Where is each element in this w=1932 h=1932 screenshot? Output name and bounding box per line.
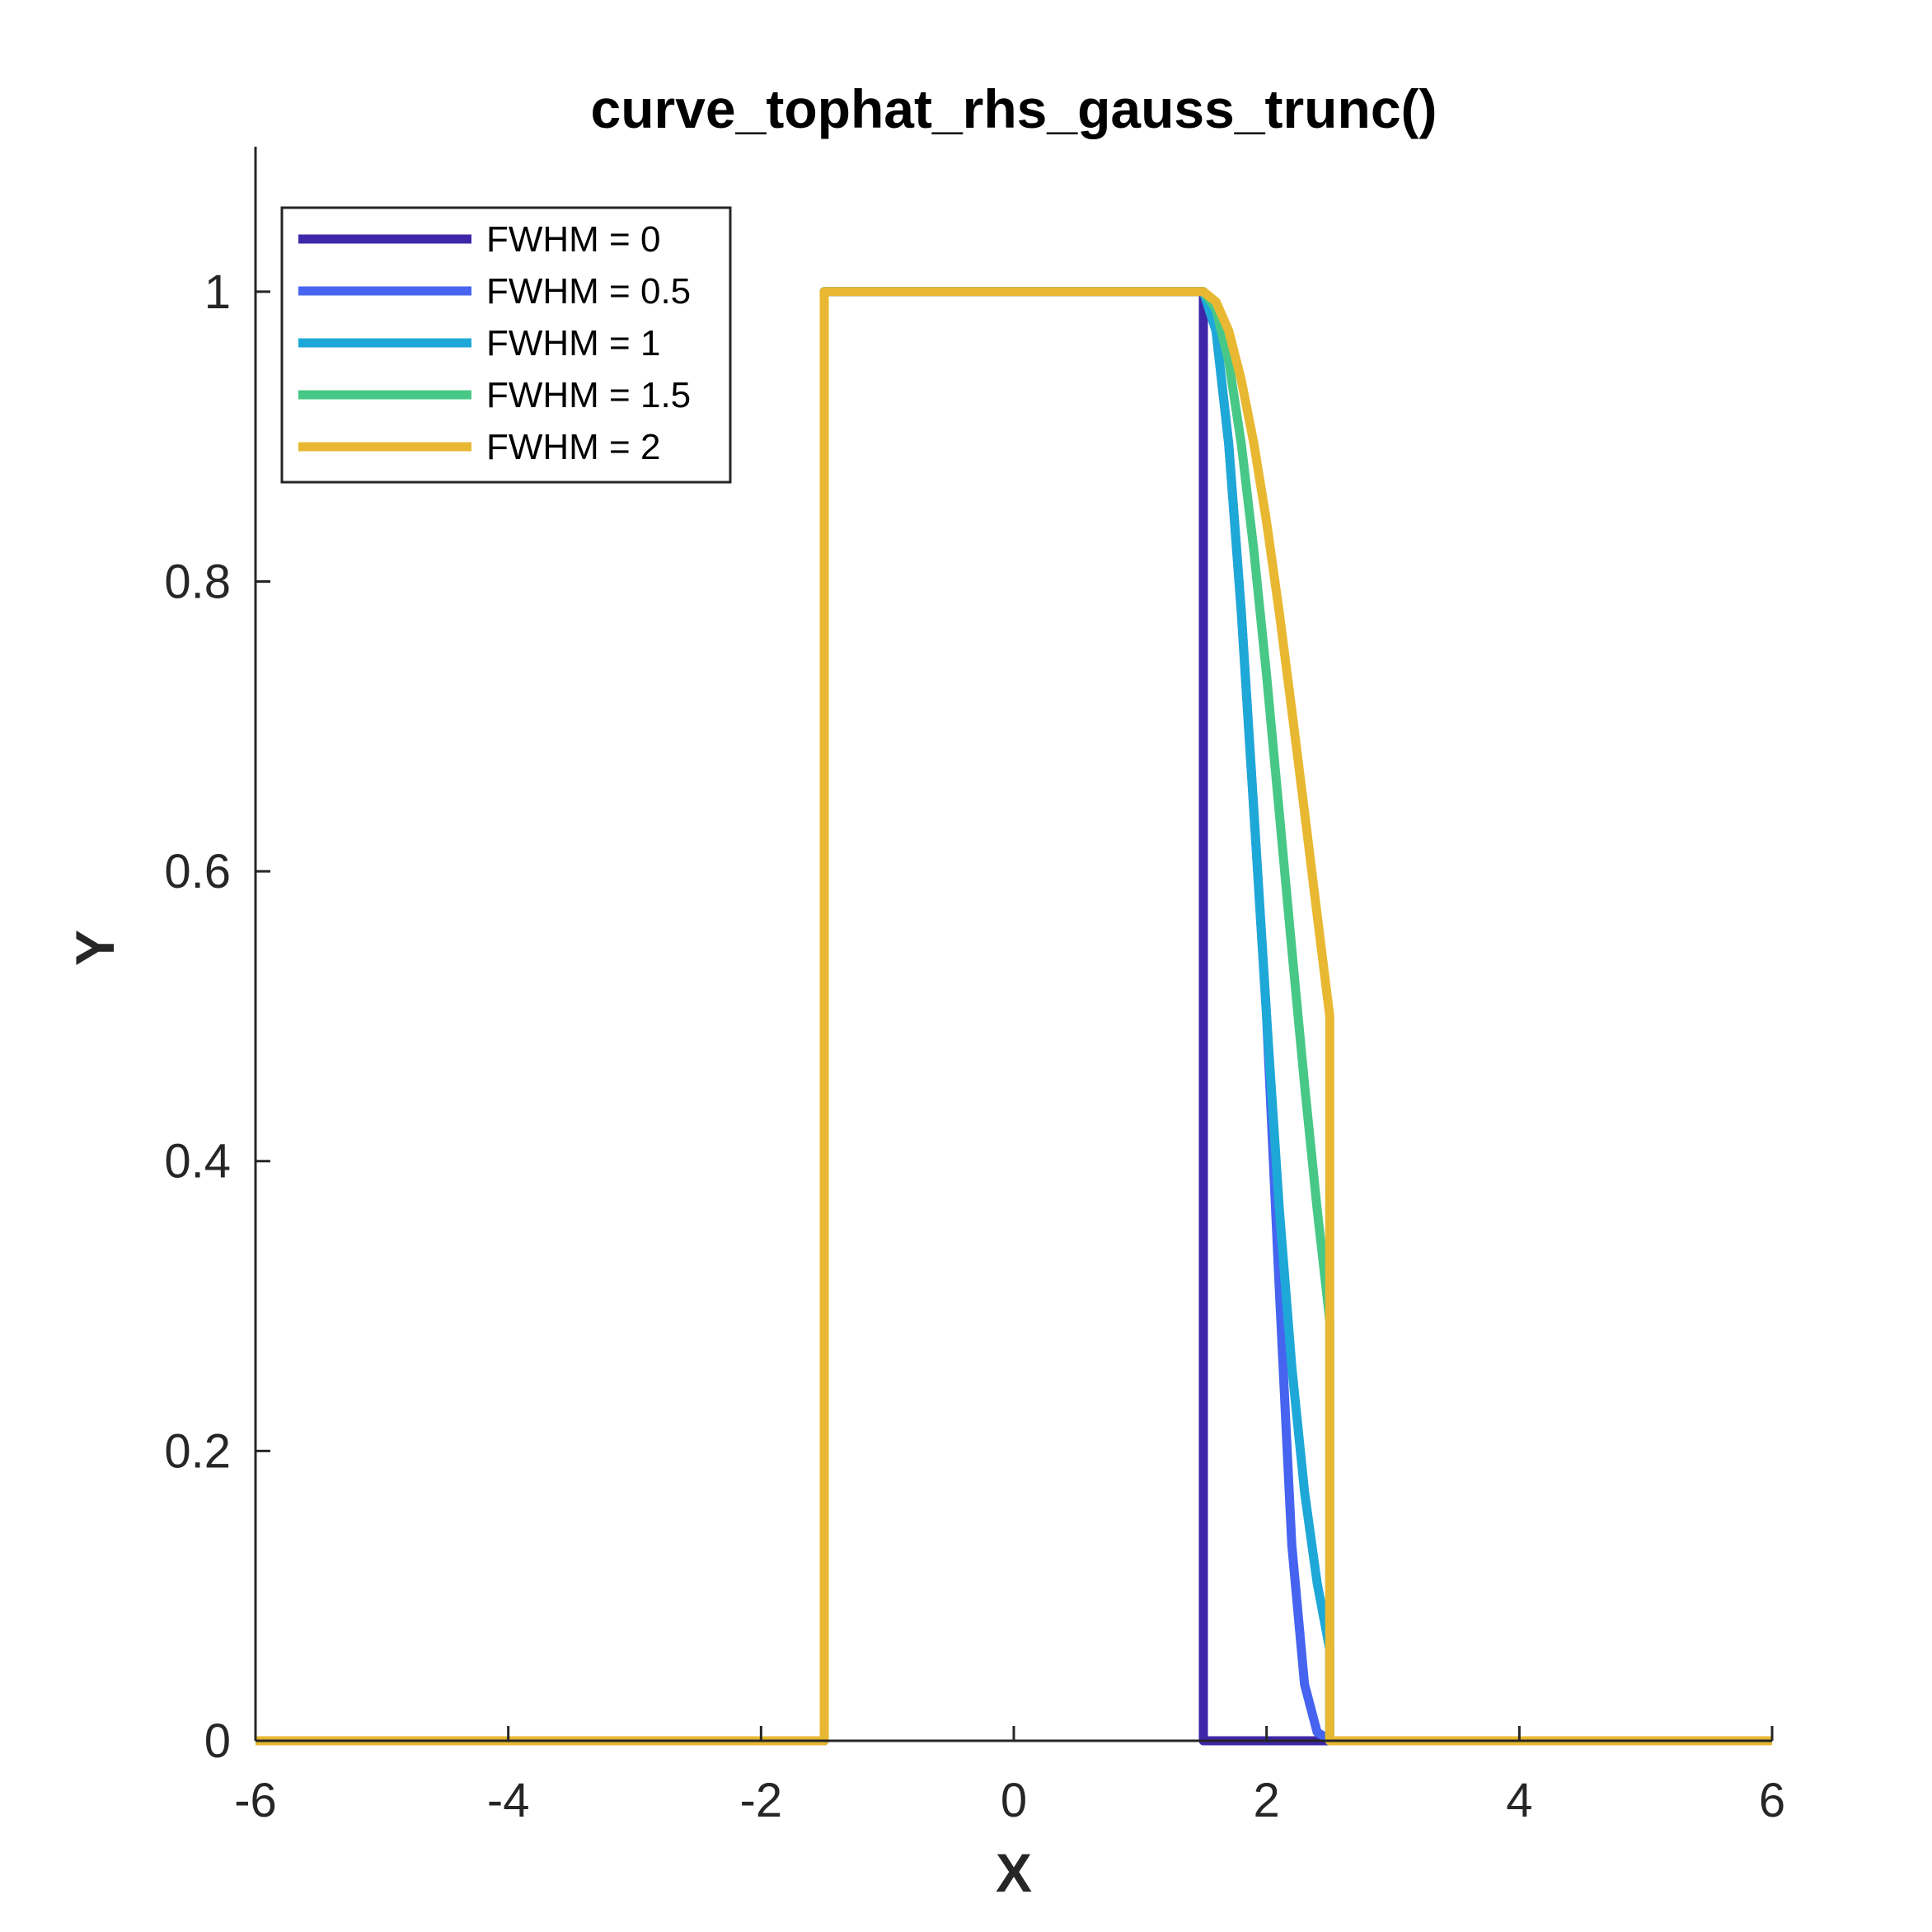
series-line-4	[256, 287, 1772, 1746]
y-tick-label-5: 1	[204, 265, 231, 319]
y-tick-label-0: 0	[204, 1714, 231, 1768]
y-tick-label-2: 0.4	[164, 1135, 231, 1189]
legend: FWHM = 0 FWHM = 0.5 FWHM = 1 FWHM = 1.5 FWHM…	[280, 206, 732, 484]
series-line-1	[256, 287, 1772, 1746]
x-tick-label-1: -4	[487, 1774, 530, 1827]
y-axis-label: Y	[64, 930, 125, 966]
x-tick-label-3: 0	[1001, 1774, 1027, 1827]
legend-label-2: FWHM = 1	[486, 323, 660, 363]
legend-label-3: FWHM = 1.5	[486, 375, 691, 415]
x-tick-label-0: -6	[234, 1774, 277, 1827]
legend-label-0: FWHM = 0	[486, 219, 660, 260]
series-layer	[256, 287, 1772, 1746]
legend-label-1: FWHM = 0.5	[486, 271, 691, 312]
series-line-0	[256, 287, 1772, 1746]
y-tick-label-1: 0.2	[164, 1424, 231, 1478]
axes	[254, 147, 1774, 1742]
y-tick-label-3: 0.6	[164, 845, 231, 898]
legend-label-4: FWHM = 2	[486, 427, 660, 467]
x-tick-label-4: 2	[1254, 1774, 1280, 1827]
x-tick-label-2: -2	[740, 1774, 783, 1827]
x-tick-label-6: 6	[1759, 1774, 1785, 1827]
x-tick-label-5: 4	[1506, 1774, 1532, 1827]
chart-title: curve_tophat_rhs_gauss_trunc()	[591, 78, 1437, 139]
y-tick-label-4: 0.8	[164, 555, 231, 608]
series-line-2	[256, 287, 1772, 1746]
tick-labels: -6 -4 -2 0 2 4 6 0 0.2 0.4 0.6 0.8 1	[164, 265, 1785, 1827]
x-axis-label: X	[996, 1842, 1032, 1903]
series-line-3	[256, 287, 1772, 1746]
